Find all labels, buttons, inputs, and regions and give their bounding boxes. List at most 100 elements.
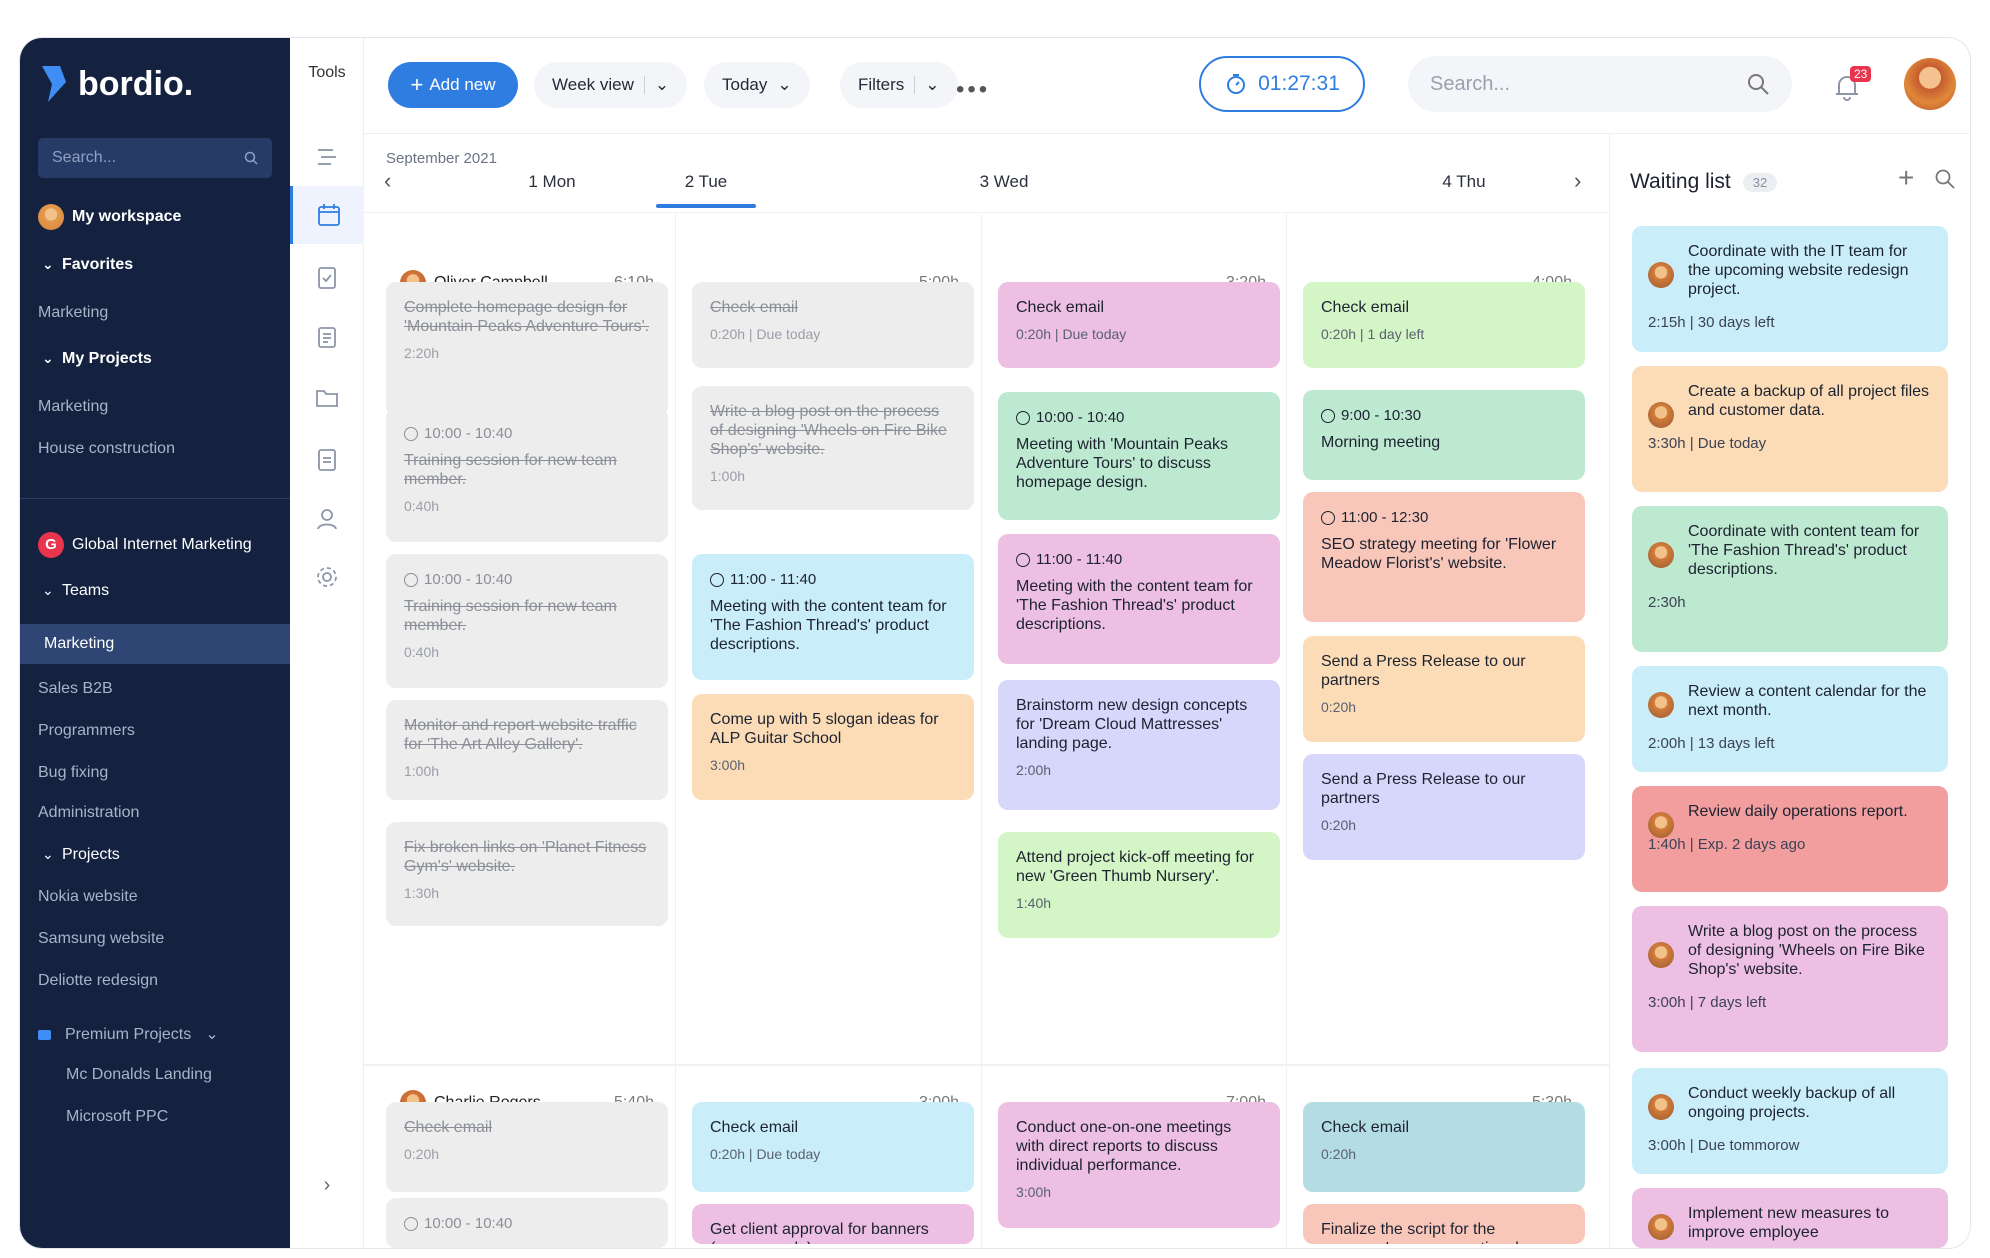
sidebar-item-house-construction[interactable]: House construction [38, 440, 175, 457]
waiting-card[interactable]: Review a content calendar for the next m… [1632, 666, 1948, 772]
assignee-avatar [1648, 402, 1674, 428]
more-options-icon[interactable]: ••• [956, 76, 991, 103]
task-title: Check email [1321, 299, 1410, 316]
waiting-card[interactable]: Coordinate with the IT team for the upco… [1632, 226, 1948, 352]
task-card[interactable]: Get client approval for banners (summer … [692, 1204, 974, 1244]
day-header-mon[interactable]: 1 Mon [528, 172, 576, 191]
week-view-dropdown[interactable]: Week view ⌄ [534, 62, 688, 108]
user-avatar[interactable] [1904, 58, 1956, 110]
task-card[interactable]: Finalize the script for the company's ne… [1303, 1204, 1585, 1244]
sidebar-item-nokia-website[interactable]: Nokia website [38, 888, 138, 905]
task-card[interactable]: Check email 0:20h | Due today [998, 282, 1280, 368]
sidebar-item-microsoft-ppc[interactable]: Microsoft PPC [66, 1108, 169, 1125]
waiting-card[interactable]: Create a backup of all project files and… [1632, 366, 1948, 492]
plus-icon: + [410, 72, 424, 97]
logo-text: bordio. [78, 64, 194, 103]
sidebar-item-administration[interactable]: Administration [38, 804, 140, 821]
my-workspace[interactable]: My workspace [38, 204, 181, 230]
task-meta: 2:20h [404, 345, 440, 361]
task-card[interactable]: 11:00 - 11:40 Meeting with the content te… [998, 534, 1280, 664]
sidebar-item-fav-marketing[interactable]: Marketing [38, 304, 109, 321]
add-new-button[interactable]: + Add new [388, 62, 518, 108]
tool-timeline[interactable] [290, 128, 364, 186]
sidebar-search-input[interactable]: Search... [38, 138, 272, 178]
premium-projects-toggle[interactable]: Premium Projects ⌄ [38, 1024, 219, 1044]
task-card[interactable]: 10:00 - 10:40 Meeting with 'Mountain Peak… [998, 392, 1280, 520]
task-meta: 1:00h [404, 763, 440, 779]
search-icon[interactable] [1934, 168, 1956, 190]
task-card[interactable]: Write a blog post on the process of desi… [692, 386, 974, 510]
task-card[interactable]: 9:00 - 10:30 Morning meeting [1303, 390, 1585, 480]
org-label: Global Internet Marketing [72, 536, 252, 554]
chevron-down-icon: ⌄ [777, 75, 792, 94]
column-divider [675, 214, 676, 1248]
task-card[interactable]: Complete homepage design for 'Mountain P… [386, 282, 668, 416]
task-card[interactable]: Monitor and report website traffic for '… [386, 700, 668, 800]
task-card[interactable]: Check email 0:20h | Due today [692, 1102, 974, 1192]
bell-icon[interactable] [1829, 68, 1865, 104]
waiting-title: Conduct weekly backup of all ongoing pro… [1688, 1085, 1896, 1121]
waiting-card[interactable]: Write a blog post on the process of desi… [1632, 906, 1948, 1052]
task-card[interactable]: Check email 0:20h [1303, 1102, 1585, 1192]
tool-notes[interactable] [290, 308, 364, 366]
task-card[interactable]: 10:00 - 10:40 Training session for new te… [386, 554, 668, 688]
task-card[interactable]: Come up with 5 slogan ideas for ALP Guit… [692, 694, 974, 800]
waiting-card[interactable]: Implement new measures to improve employ… [1632, 1188, 1948, 1248]
workspace-avatar [38, 204, 64, 230]
tool-calendar[interactable] [290, 186, 364, 244]
logo[interactable]: bordio. [38, 64, 193, 104]
waiting-card[interactable]: Review daily operations report. 1:40h | E… [1632, 786, 1948, 892]
favorites-toggle[interactable]: ⌄ Favorites [42, 256, 133, 274]
waiting-card[interactable]: Coordinate with content team for 'The Fa… [1632, 506, 1948, 652]
sidebar-item-deliotte-redesign[interactable]: Deliotte redesign [38, 972, 159, 989]
next-week-button[interactable]: › [1574, 168, 1582, 193]
task-card[interactable]: Fix broken links on 'Planet Fitness Gym'… [386, 822, 668, 926]
task-card[interactable]: 10:00 - 10:40 Training session for new te… [386, 408, 668, 542]
today-dropdown[interactable]: Today ⌄ [704, 62, 810, 108]
sidebar-item-mc-donalds-landing[interactable]: Mc Donalds Landing [66, 1066, 212, 1083]
day-header-tue[interactable]: 2 Tue [684, 172, 728, 191]
projects-toggle[interactable]: ⌄ Projects [42, 846, 120, 864]
timer-button[interactable]: 01:27:31 [1199, 56, 1365, 112]
day-header-wed[interactable]: 3 Wed [979, 172, 1029, 191]
tool-settings[interactable] [290, 548, 364, 606]
teams-toggle[interactable]: ⌄ Teams [42, 582, 109, 600]
task-card[interactable]: Check email 0:20h [386, 1102, 668, 1192]
task-card[interactable]: Attend project kick-off meeting for new … [998, 832, 1280, 938]
task-card[interactable]: Brainstorm new design concepts for 'Drea… [998, 680, 1280, 810]
prev-week-button[interactable]: ‹ [384, 168, 392, 193]
today-label: Today [722, 75, 768, 94]
task-card[interactable]: Check email 0:20h | 1 day left [1303, 282, 1585, 368]
add-waiting-task-button[interactable]: + [1898, 162, 1915, 193]
waiting-list-panel: Waiting list 32 + Coordinate with the IT … [1609, 134, 1970, 1248]
sidebar-item-project-marketing[interactable]: Marketing [38, 398, 109, 415]
task-card[interactable]: 11:00 - 12:30 SEO strategy meeting for 'F… [1303, 492, 1585, 622]
tool-tasks[interactable] [290, 248, 364, 306]
task-card[interactable]: Check email 0:20h | Due today [692, 282, 974, 368]
waiting-card[interactable]: Conduct weekly backup of all ongoing pro… [1632, 1068, 1948, 1174]
task-card[interactable]: 10:00 - 10:40 [386, 1198, 668, 1248]
task-title: Morning meeting [1321, 434, 1441, 451]
day-header-thu[interactable]: 4 Thu [1442, 172, 1486, 191]
filters-dropdown[interactable]: Filters ⌄ [840, 62, 958, 108]
global-search-input[interactable]: Search... [1408, 56, 1792, 112]
task-title: Check email [710, 1119, 799, 1136]
task-card[interactable]: Send a Press Release to our partners 0:20… [1303, 754, 1585, 860]
sidebar-item-bug-fixing[interactable]: Bug fixing [38, 764, 109, 781]
tool-people[interactable] [290, 490, 364, 548]
task-card[interactable]: Conduct one-on-one meetings with direct … [998, 1102, 1280, 1228]
tool-reports[interactable] [290, 430, 364, 488]
my-projects-toggle[interactable]: ⌄ My Projects [42, 350, 152, 368]
sidebar-item-sales-b2b[interactable]: Sales B2B [38, 680, 113, 697]
divider [643, 76, 645, 94]
task-card[interactable]: 11:00 - 11:40 Meeting with the content te… [692, 554, 974, 680]
sidebar-item-samsung-website[interactable]: Samsung website [38, 930, 165, 947]
org-global-internet-marketing[interactable]: G Global Internet Marketing [38, 532, 252, 558]
stopwatch-icon [1227, 74, 1246, 94]
sidebar-item-team-marketing[interactable]: Marketing [20, 624, 290, 664]
tool-files[interactable] [290, 368, 364, 426]
sidebar-item-programmers[interactable]: Programmers [38, 722, 135, 739]
task-card[interactable]: Send a Press Release to our partners 0:20… [1303, 636, 1585, 742]
collapse-sidebar-button[interactable]: › [290, 1156, 364, 1214]
favorites-label: Favorites [62, 256, 134, 273]
